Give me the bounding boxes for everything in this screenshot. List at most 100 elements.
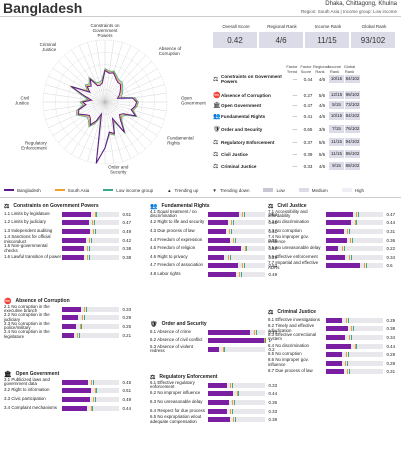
subfactor-name: 6.4 Respect for due process [150, 407, 205, 413]
subfactor-bar-fill [325, 352, 343, 358]
income-marker [96, 388, 98, 394]
region-marker [345, 352, 347, 358]
subfactor-bar-fill [61, 237, 86, 243]
subfactor-bar [207, 417, 266, 423]
factor-icon: ⚖ [213, 139, 219, 146]
subfactor-row: 8.7 Due process of law 0.31 [268, 368, 398, 377]
subfactor-value: 1 [268, 338, 271, 344]
section-icon: ⚖ [150, 374, 156, 381]
subfactor-name: 2.3 No corruption in the police/military [4, 320, 50, 331]
subfactor-row: 6.5 No expropriation w/out adequate comp… [150, 413, 280, 424]
subfactor-value: 0.6 [386, 263, 393, 269]
radar-spoke [52, 101, 106, 136]
subfactor-name: 7.2 No discrimination [268, 219, 309, 225]
subfactor-bar-fill [325, 326, 348, 332]
radar-spoke [104, 45, 131, 103]
subfactor-bar [325, 220, 384, 226]
income-marker [241, 271, 243, 277]
section-title-text: Absence of Corruption [15, 298, 70, 304]
subfactor-name: 1.1 Limits by legislature [4, 210, 50, 216]
subfactor-bar [207, 329, 266, 335]
subfactor-bar-fill [325, 254, 346, 260]
region-marker [87, 254, 89, 260]
regional-rank-header: Regional Rank [267, 24, 297, 29]
subfactor-row: 6.4 Respect for due process 0.33 [150, 407, 280, 416]
subfactor-name: 3.2 Right to information [4, 387, 50, 393]
subfactor-name: 1.6 Lawful transition of power [4, 253, 62, 259]
radar-spoke [52, 68, 106, 103]
region-marker [77, 332, 79, 338]
radar-spoke [45, 84, 106, 103]
subfactor-name: 8.7 Due process of law [268, 368, 313, 374]
subfactor-bar [325, 334, 384, 340]
radar-spoke [104, 101, 146, 149]
factor-income-header: Income Rank [327, 64, 342, 74]
subfactor-bar [325, 263, 384, 269]
subfactor-row: 6.1 Effective regulatory enforcement 0.33 [150, 380, 280, 390]
subfactor-bar-fill [207, 408, 227, 414]
factor-score: 0.47 [303, 102, 313, 108]
factor-regional-header: Regional Rank [313, 64, 329, 74]
subfactor-row: 8.4 No discrimination 0.44 [268, 342, 398, 351]
subfactor-bar [325, 360, 384, 366]
subfactor-bar [325, 228, 384, 234]
subfactor-bar-fill [207, 391, 234, 397]
income-marker [95, 396, 97, 402]
subfactor-bar-fill [207, 228, 226, 234]
income-marker [264, 338, 266, 344]
subfactor-row: 1.1 Limits by legislature 0.51 [4, 210, 134, 219]
subfactor-row: 4.6 Right to privacy 0.29 [150, 253, 280, 262]
radar-spoke [104, 101, 165, 120]
factor-trend: — [292, 163, 298, 169]
legend-item-trend-up: ▲ Trending up [167, 187, 199, 193]
subfactor-bar-fill [325, 334, 346, 340]
legend-item-low: Low [263, 188, 285, 193]
subfactor-bar [61, 315, 120, 321]
region-marker [356, 211, 358, 217]
factor-income-rank: 5/15 [329, 101, 344, 109]
region-marker [92, 220, 94, 226]
section-title: 🛡 Order and Security [150, 320, 280, 328]
section-title: ⚖ Civil Justice [268, 202, 398, 210]
subfactor-value: 0.49 [268, 271, 278, 277]
subfactor-value: 0.34 [386, 334, 396, 340]
factor-icon: ⚖ [213, 151, 219, 158]
subfactor-bar [207, 346, 266, 352]
subfactor-bar-fill [61, 405, 88, 411]
subfactor-name: 7.5 No unreasonable delay [268, 245, 321, 251]
section-5: 🛡 Order and Security 5.1 Absence of crime 0… [150, 320, 280, 354]
region-marker [81, 315, 83, 321]
subfactor-value: 0.22 [386, 246, 396, 252]
income-marker [231, 382, 233, 388]
legend-item-country: Bangladesh [4, 188, 41, 193]
subfactor-name: 2.1 No corruption in the executive branc… [4, 303, 50, 314]
region-marker [227, 254, 229, 260]
subfactor-name: 7.4 No improper gov. influence [268, 234, 309, 245]
radar-spoke [104, 76, 162, 103]
subfactor-bar-fill [325, 369, 344, 375]
region-marker [89, 237, 91, 243]
radar-axis-label: Fundamental Rights [167, 136, 193, 146]
region-marker [231, 399, 233, 405]
subfactor-bar-fill [61, 228, 91, 234]
legend-item-income: Low income group [103, 188, 153, 193]
page-header: Bangladesh Dhaka, Chittagong, Khulna Reg… [0, 0, 401, 17]
subfactor-row: 2.3 No corruption in the police/military… [4, 320, 134, 331]
income-marker [79, 332, 81, 338]
subfactor-row: 3.4 Complaint mechanisms 0.44 [4, 404, 134, 413]
region-marker [345, 317, 347, 323]
radar-axis-label: Regulatory Enforcement [21, 141, 47, 151]
subfactor-bar-fill [207, 246, 242, 252]
subfactor-name: 2.4 No corruption in the legislature [4, 329, 50, 340]
factor-name: Fundamental Rights [221, 113, 266, 119]
subfactor-row: 5.3 Absence of violent redress 0.2 [150, 344, 280, 354]
subfactor-name: 6.5 No expropriation w/out adequate comp… [150, 413, 202, 424]
subfactor-value: 0.31 [268, 228, 278, 234]
income-rank-value: 11/15 [305, 32, 349, 48]
factor-name: Order and Security [221, 126, 263, 132]
subfactor-value: 0.38 [386, 326, 396, 332]
subfactor-bar [207, 338, 266, 344]
section-title-text: Fundamental Rights [161, 203, 210, 209]
subfactor-bar [325, 254, 384, 260]
subfactor-value: 0.47 [122, 220, 132, 226]
